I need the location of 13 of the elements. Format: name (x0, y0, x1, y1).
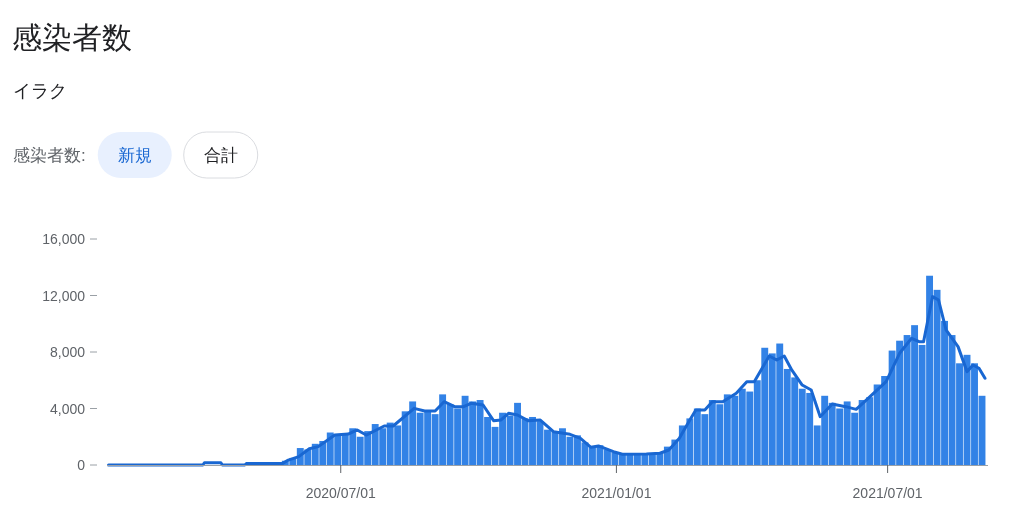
chart-subtitle: イラク (13, 81, 67, 101)
y-tick-label: 4,000 (49, 400, 86, 417)
text: 新規 (117, 146, 152, 165)
y-tick-label: 0 (77, 457, 86, 473)
chart-title: 感染者数 (12, 21, 132, 54)
y-tick-label: 8,000 (49, 344, 86, 360)
x-tick-label: 2020/07/01 (305, 485, 376, 501)
x-tick-label: 2021/07/01 (852, 485, 923, 501)
text: 感染者数: (13, 146, 86, 165)
text: 合計 (203, 146, 238, 165)
x-tick-label: 2021/01/01 (581, 485, 652, 501)
y-tick-label: 12,000 (42, 287, 86, 304)
y-tick-label: 16,000 (42, 231, 86, 247)
